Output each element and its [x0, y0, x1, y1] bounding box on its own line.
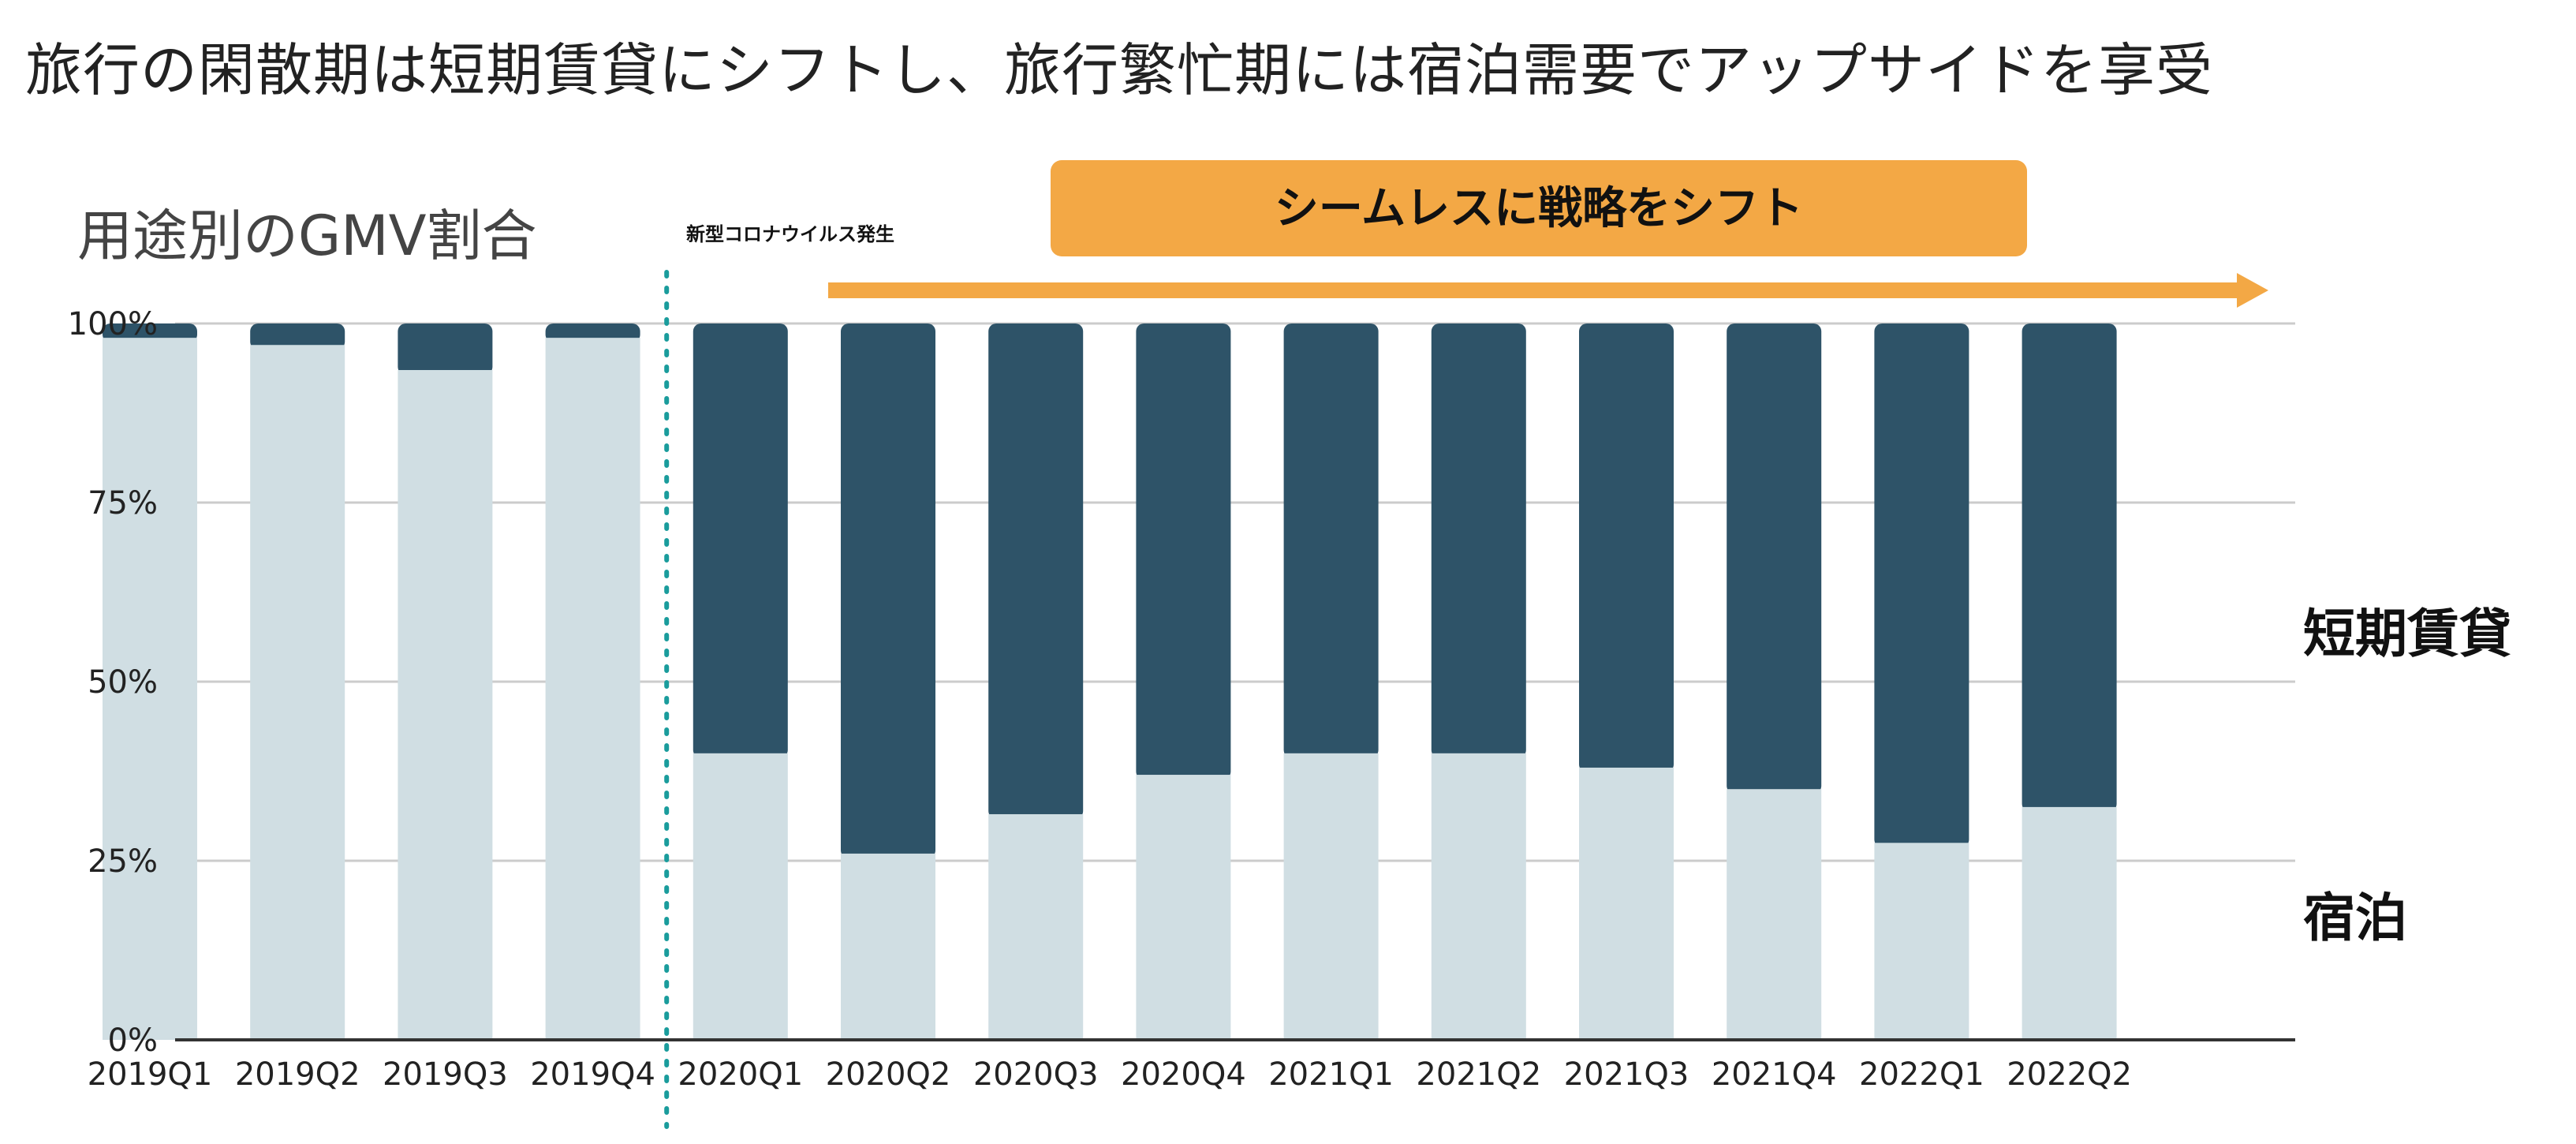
bar-short-term-rental-2020Q4	[1136, 323, 1231, 780]
bar-short-term-rental-2021Q4	[1727, 323, 1822, 794]
x-tick-label: 2020Q1	[678, 1056, 803, 1093]
bar-short-term-rental-2021Q2	[1431, 323, 1526, 758]
bar-lodging-2020Q4	[1136, 775, 1231, 1040]
x-tick-label: 2021Q1	[1268, 1056, 1394, 1093]
bar-lodging-2021Q2	[1431, 753, 1526, 1040]
bar-short-term-rental-2019Q2	[250, 323, 345, 350]
bar-lodging-2021Q3	[1579, 767, 1674, 1040]
bar-short-term-rental-2019Q1	[103, 323, 197, 343]
bar-short-term-rental-2020Q2	[841, 323, 935, 858]
bar-lodging-2020Q1	[693, 753, 788, 1040]
page-title: 旅行の閑散期は短期賃貸にシフトし、旅行繁忙期には宿泊需要でアップサイドを享受	[25, 37, 2214, 103]
x-tick-label: 2020Q2	[826, 1056, 951, 1093]
chart-title: 用途別のGMV割合	[77, 204, 537, 268]
y-tick-label: 75%	[88, 485, 158, 522]
bar-short-term-rental-2019Q4	[545, 323, 640, 343]
bar-lodging-2021Q4	[1727, 789, 1822, 1040]
bar-lodging-2022Q2	[2022, 806, 2117, 1040]
bar-lodging-2021Q1	[1283, 753, 1379, 1040]
bar-short-term-rental-2020Q3	[988, 323, 1084, 819]
x-tick-label: 2019Q3	[383, 1056, 508, 1093]
bar-short-term-rental-2019Q3	[398, 323, 493, 376]
x-tick-label: 2021Q4	[1712, 1056, 1837, 1093]
x-tick-label: 2020Q4	[1121, 1056, 1246, 1093]
strategy-banner-label: シームレスに戦略をシフト	[1275, 183, 1803, 234]
strategy-arrow-shaft	[828, 282, 2240, 298]
covid-label: 新型コロナウイルス発生	[686, 223, 894, 245]
bar-short-term-rental-2021Q3	[1579, 323, 1674, 772]
x-tick-label: 2021Q3	[1564, 1056, 1689, 1093]
bar-lodging-2020Q2	[841, 853, 935, 1040]
bar-lodging-2019Q1	[103, 338, 197, 1040]
x-tick-label: 2022Q1	[1859, 1056, 1984, 1093]
x-tick-label: 2020Q3	[973, 1056, 1099, 1093]
bar-short-term-rental-2022Q1	[1874, 323, 1969, 848]
bar-lodging-2019Q2	[250, 345, 345, 1040]
y-tick-label: 25%	[88, 843, 158, 880]
legend-short-term-rental: 短期賃貸	[2303, 604, 2511, 664]
y-tick-label: 50%	[88, 664, 158, 701]
x-tick-label: 2022Q2	[2007, 1056, 2132, 1093]
strategy-arrow-head	[2237, 273, 2268, 308]
x-tick-label: 2021Q2	[1416, 1056, 1541, 1093]
x-tick-label: 2019Q2	[235, 1056, 360, 1093]
bar-lodging-2022Q1	[1874, 843, 1969, 1040]
y-tick-label: 100%	[68, 306, 158, 342]
bar-short-term-rental-2020Q1	[693, 323, 788, 758]
y-tick-label: 0%	[108, 1022, 158, 1059]
bar-lodging-2019Q4	[545, 338, 640, 1040]
bar-lodging-2020Q3	[988, 813, 1084, 1040]
bar-lodging-2019Q3	[398, 370, 493, 1040]
bar-short-term-rental-2022Q2	[2022, 323, 2117, 812]
legend-lodging: 宿泊	[2303, 888, 2407, 948]
bar-short-term-rental-2021Q1	[1283, 323, 1379, 758]
x-tick-label: 2019Q1	[88, 1056, 213, 1093]
x-tick-label: 2019Q4	[530, 1056, 655, 1093]
strategy-banner	[1051, 160, 2027, 256]
